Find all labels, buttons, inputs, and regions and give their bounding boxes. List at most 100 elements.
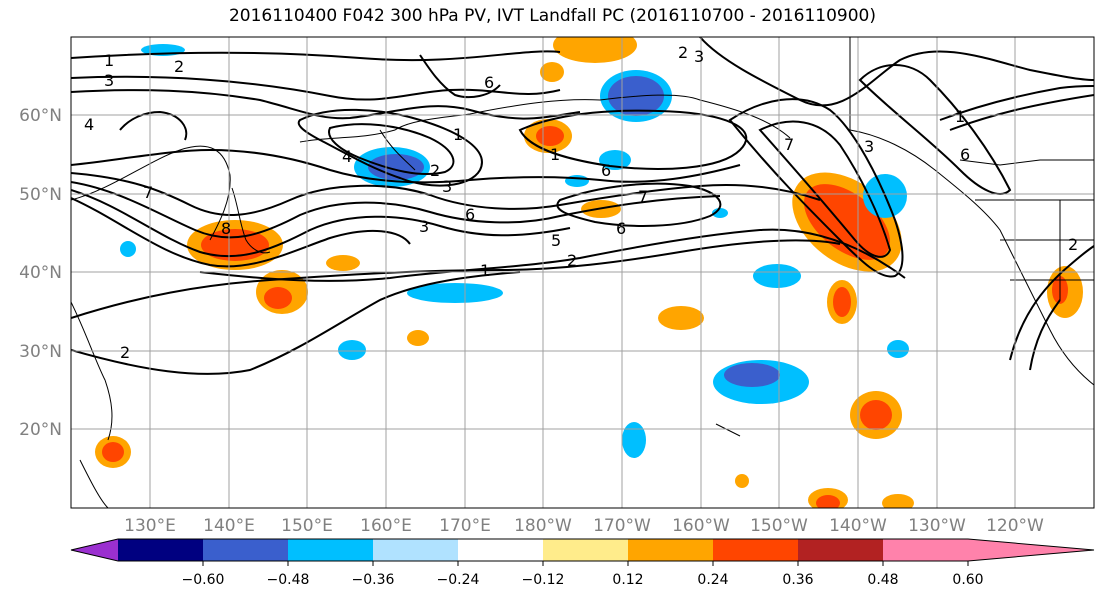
shade-negative [622,422,646,458]
colorbar-extend-high [968,539,1094,561]
contour-label: 4 [84,115,94,134]
contour-line [71,197,411,268]
shade-positive [540,62,564,82]
gridlines [71,37,1094,508]
contour-line [1009,245,1094,361]
shade-positive [326,255,360,271]
shade-positive [407,330,429,346]
contour-label: 6 [601,161,611,180]
contour-line [71,189,571,258]
contour-line [71,148,741,184]
contour-loop [297,108,483,187]
contour-line [71,271,521,375]
china-coast [71,300,113,441]
colorbar-tick-labels: −0.60 −0.48 −0.36 −0.24 −0.12 0.12 0.24 … [182,572,984,588]
contour-label: 6 [616,219,626,238]
lat-label: 60°N [19,106,62,126]
japan-coast [231,187,271,254]
colorbar-tick-label: 0.36 [782,572,813,588]
contour-label: 7 [638,187,648,206]
shade-positive [536,126,564,146]
contour-label: 6 [484,73,494,92]
contour-line [699,37,1094,107]
map-title: 2016110400 F042 300 hPa PV, IVT Landfall… [228,6,876,26]
contour-line [71,239,841,319]
contour-label: 3 [442,177,452,196]
contour-label: 2 [174,57,184,76]
kamchatka-coast [379,129,416,171]
contour-label: 4 [342,147,352,166]
lon-label: 170°W [593,516,651,536]
contour-label: 2 [120,343,130,362]
shade-negative [724,363,780,387]
contour-line [199,228,906,282]
colorbar-tick-label: −0.24 [437,572,480,588]
lon-label: 140°E [203,516,255,536]
colorbar-swatch [203,539,288,561]
contour-loop [758,120,892,258]
contour-label: 3 [694,47,704,66]
contour-line [419,54,501,99]
shade-negative [712,208,728,218]
colorbar-tick-label: 0.60 [952,572,983,588]
contour-loop [556,182,722,227]
lon-label: 140°W [829,516,887,536]
colorbar-swatch [628,539,713,561]
contour-line [71,75,561,101]
colorbar-ticks [202,561,969,566]
contour-label: 7 [143,183,153,202]
colorbar-swatch [798,539,883,561]
contour-label: 1 [480,261,490,280]
contour-label: 2 [1068,235,1078,254]
shade-positive [833,287,851,317]
lon-label: 120°W [986,516,1044,536]
lon-label: 130°W [908,516,966,536]
shade-positive [264,287,292,309]
shade-negative [887,340,909,358]
map-border [70,36,1095,509]
contour-label: 7 [784,135,794,154]
colorbar-tick-label: −0.12 [522,572,565,588]
contour-line [119,110,188,141]
colorbar-swatch [118,539,203,561]
colorbar-tick-label: 0.48 [867,572,898,588]
contour-line [71,89,581,120]
contour-label: 6 [960,145,970,164]
contour-label: 1 [955,107,965,126]
contour-lines [71,37,1094,375]
colorbar-swatch [543,539,628,561]
shade-negative [120,241,136,257]
shade-positive [658,306,704,330]
shade-positive [816,495,840,508]
shade-positive [735,474,749,488]
contour-label: 8 [221,219,231,238]
contour-label: 2 [430,161,440,180]
hawaii-islands [715,423,741,437]
contour-label: 6 [465,205,475,224]
contour-loop [328,123,455,175]
contour-loop [858,64,1012,195]
colorbar-tick-label: −0.48 [267,572,310,588]
colorbar-swatch [458,539,543,561]
colorbar-swatch [373,539,458,561]
lon-label: 170°E [439,516,491,536]
bering-coast [299,94,791,143]
contour-line [71,181,721,239]
coastlines [71,37,1094,508]
shade-positive [882,494,914,508]
contour-line [939,85,1094,121]
lon-label: 160°W [672,516,730,536]
lon-label: 130°E [124,516,176,536]
contour-label: 3 [864,137,874,156]
colorbar-swatch [883,539,968,561]
contour-label: 5 [551,231,561,250]
contour-loop [518,109,748,170]
latitude-labels: 60°N 50°N 40°N 30°N 20°N [19,106,62,440]
philippines-coast [79,459,109,508]
shade-negative [338,340,366,360]
contour-line [71,172,821,217]
lat-label: 50°N [19,185,62,205]
lat-label: 30°N [19,342,62,362]
contour-loop [728,98,904,278]
